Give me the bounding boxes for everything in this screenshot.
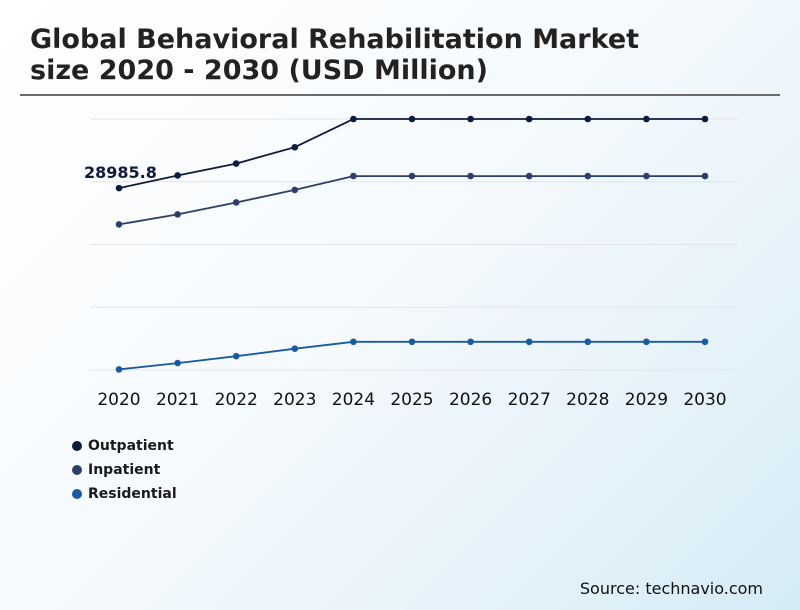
x-tick-label-2029: 2029	[625, 390, 668, 410]
x-tick-label-2026: 2026	[449, 390, 492, 410]
data-point-inpatient-2022	[232, 199, 240, 206]
data-point-residential-2028	[584, 338, 592, 346]
legend-dot-inpatient	[72, 465, 82, 475]
source-credit: Source: technavio.com	[579, 579, 763, 598]
legend-label-outpatient: Outpatient	[88, 438, 174, 454]
data-point-residential-2030	[701, 338, 709, 346]
data-point-outpatient-2026	[467, 115, 474, 123]
x-tick-label-2025: 2025	[390, 390, 433, 410]
legend-dot-outpatient	[72, 441, 82, 451]
x-tick-label-2028: 2028	[566, 390, 609, 410]
legend-label-residential: Residential	[88, 486, 177, 502]
chart-title-line-1: Global Behavioral Rehabilitation Market	[30, 24, 640, 55]
data-point-outpatient-2022	[232, 160, 240, 167]
x-tick-label-2023: 2023	[273, 390, 316, 410]
data-point-inpatient-2023	[291, 186, 299, 194]
data-point-residential-2026	[467, 338, 474, 346]
data-point-outpatient-2023	[291, 143, 299, 151]
title-divider	[20, 94, 780, 96]
data-point-inpatient-2025	[408, 172, 416, 180]
data-point-residential-2020	[115, 366, 123, 373]
data-point-outpatient-2030	[701, 115, 709, 123]
data-point-inpatient-2026	[467, 172, 474, 180]
legend: Outpatient Inpatient Residential	[72, 434, 177, 506]
data-point-inpatient-2020	[115, 221, 123, 228]
data-label-0: 28985.8	[84, 163, 157, 182]
data-point-inpatient-2027	[525, 172, 533, 180]
series-line-inpatient	[118, 175, 705, 226]
series-line-residential	[118, 340, 705, 371]
data-point-inpatient-2021	[174, 211, 181, 218]
x-tick-label-2030: 2030	[683, 390, 726, 410]
data-point-outpatient-2029	[643, 115, 650, 123]
data-point-outpatient-2028	[584, 115, 592, 123]
x-tick-label-2027: 2027	[508, 390, 551, 410]
data-point-residential-2021	[174, 359, 181, 367]
x-tick-label-2024: 2024	[332, 390, 375, 410]
legend-item-inpatient: Inpatient	[72, 458, 177, 482]
legend-label-inpatient: Inpatient	[88, 462, 161, 478]
data-point-residential-2024	[350, 338, 357, 346]
data-point-residential-2023	[291, 345, 299, 352]
data-point-outpatient-2027	[525, 115, 533, 123]
chart-title: Global Behavioral Rehabilitation Market …	[30, 24, 710, 86]
legend-item-residential: Residential	[72, 482, 177, 506]
data-point-residential-2022	[232, 352, 240, 360]
data-point-residential-2025	[408, 338, 416, 346]
data-point-residential-2027	[525, 338, 533, 346]
legend-dot-residential	[72, 489, 82, 499]
data-point-outpatient-2021	[174, 172, 181, 179]
data-point-inpatient-2029	[643, 172, 650, 180]
legend-item-outpatient: Outpatient	[72, 434, 177, 458]
data-point-inpatient-2024	[350, 172, 357, 180]
data-point-outpatient-2020	[115, 184, 123, 192]
chart-title-line-2: size 2020 - 2030 (USD Million)	[30, 55, 488, 86]
x-tick-label-2020: 2020	[97, 390, 140, 410]
data-point-residential-2029	[643, 338, 650, 346]
x-tick-label-2022: 2022	[215, 390, 258, 410]
data-point-outpatient-2025	[408, 115, 416, 123]
data-point-inpatient-2030	[701, 172, 709, 180]
data-point-inpatient-2028	[584, 172, 592, 180]
data-point-outpatient-2024	[350, 115, 357, 123]
x-tick-label-2021: 2021	[156, 390, 199, 410]
